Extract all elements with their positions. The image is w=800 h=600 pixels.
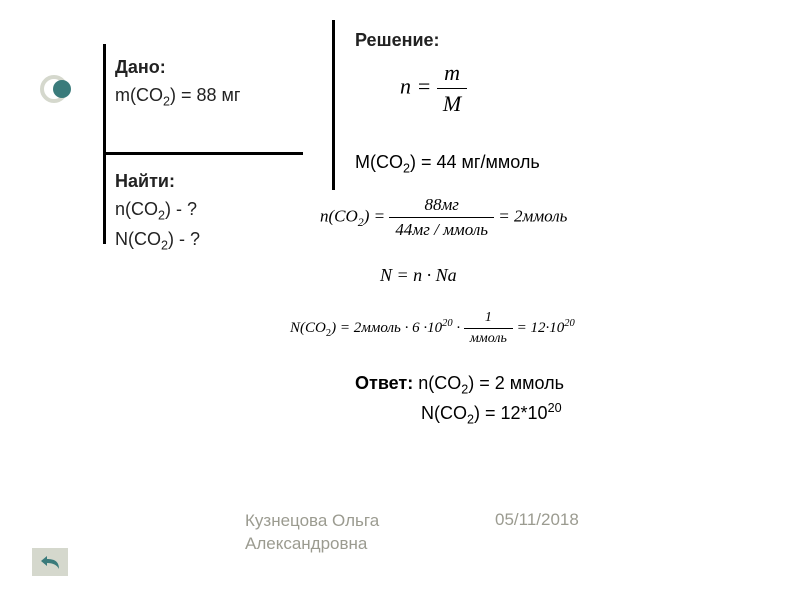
eq2-fraction: 88мг 44мг / ммоль — [389, 195, 494, 240]
footer-date: 05/11/2018 — [495, 510, 579, 530]
solution-label: Решение: — [355, 30, 440, 51]
t: n(CO — [320, 206, 358, 225]
t: 2 — [467, 413, 474, 427]
given-section: Дано: m(CO2) = 88 мг — [115, 54, 241, 112]
eq4-num: 1 — [464, 310, 513, 329]
t: N(CO — [290, 320, 326, 336]
answer-label: Ответ: — [355, 373, 418, 393]
t: n(CO — [115, 199, 158, 219]
eq1-den: M — [437, 89, 467, 117]
answer-section: Ответ: n(CO2) = 2 ммоль N(CO2) = 12*1020 — [355, 370, 564, 430]
t: N(CO — [421, 403, 467, 423]
equation-N-co2: N(CO2) = 2ммоль · 6 ·1020 · 1 ммоль = 12… — [290, 310, 575, 347]
t: ) = 12*10 — [474, 403, 548, 423]
find-line-1: n(CO2) - ? — [115, 196, 200, 226]
t: 20 — [548, 401, 562, 415]
t: ) = 44 мг/ммоль — [410, 152, 540, 172]
answer-line-2: N(CO2) = 12*1020 — [355, 399, 564, 429]
t: ) = 2ммоль · 6 ·10 — [331, 320, 442, 336]
equation-N-eq-n-Na: N = n · Na — [380, 265, 457, 286]
t: N(CO — [115, 229, 161, 249]
divider-vertical-right — [332, 20, 335, 190]
t: · — [453, 320, 464, 336]
given-pre: m(CO — [115, 85, 163, 105]
given-label: Дано: — [115, 54, 241, 82]
t: 2 — [158, 208, 165, 222]
eq1-lhs: n = — [400, 74, 437, 99]
find-label: Найти: — [115, 168, 200, 196]
t: 2 — [403, 162, 410, 176]
answer-line-1: Ответ: n(CO2) = 2 ммоль — [355, 370, 564, 399]
given-sub: 2 — [163, 94, 170, 108]
bullet-dot — [53, 80, 71, 98]
equation-n-co2: n(CO2) = 88мг 44мг / ммоль = 2ммоль — [320, 195, 567, 240]
find-section: Найти: n(CO2) - ? N(CO2) - ? — [115, 168, 200, 256]
undo-arrow-icon — [40, 554, 60, 570]
molar-mass-line: M(CO2) = 44 мг/ммоль — [355, 152, 540, 176]
eq1-num: m — [437, 60, 467, 89]
eq2-res: = 2ммоль — [498, 206, 567, 225]
t: n(CO — [418, 373, 461, 393]
t: ) - ? — [168, 229, 200, 249]
equation-n-eq-m-over-M: n = m M — [400, 60, 467, 117]
t: 20 — [564, 318, 575, 329]
t: 20 — [442, 318, 453, 329]
eq2-den: 44мг / ммоль — [389, 218, 494, 240]
footer-author-l1: Кузнецова Ольга — [245, 510, 379, 533]
given-post: ) = 88 мг — [170, 85, 240, 105]
t: ) = 2 ммоль — [468, 373, 564, 393]
footer-author: Кузнецова Ольга Александровна — [245, 510, 379, 556]
back-button[interactable] — [32, 548, 68, 576]
t: ) - ? — [165, 199, 197, 219]
t: = 12·10 — [517, 320, 565, 336]
t: 2 — [161, 239, 168, 253]
eq4-fraction: 1 ммоль — [464, 310, 513, 347]
footer-author-l2: Александровна — [245, 533, 379, 556]
given-line: m(CO2) = 88 мг — [115, 82, 241, 112]
divider-vertical-left — [103, 44, 106, 244]
find-line-2: N(CO2) - ? — [115, 226, 200, 256]
divider-horizontal — [103, 152, 303, 155]
eq2-num: 88мг — [389, 195, 494, 218]
eq4-den: ммоль — [464, 329, 513, 347]
t: ) = — [364, 206, 390, 225]
eq1-fraction: m M — [437, 60, 467, 117]
solution-section: Решение: — [355, 30, 440, 57]
t: M(CO — [355, 152, 403, 172]
